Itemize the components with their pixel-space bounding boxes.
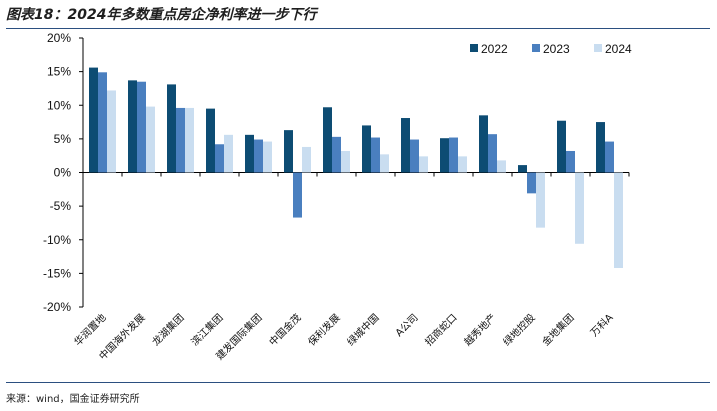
bar-2022-1	[89, 67, 98, 173]
bar-2024-8	[380, 154, 389, 173]
bar-2024-7	[341, 150, 350, 173]
category-label: 龙湖集团	[149, 311, 186, 348]
y-tick-label: -15%	[43, 266, 71, 280]
bar-2023-9	[410, 139, 419, 173]
y-tick-label: 0%	[54, 166, 72, 180]
bar-2022-14	[596, 122, 605, 173]
title-rule	[6, 28, 710, 29]
bar-2022-10	[440, 138, 449, 173]
legend-swatch-2022	[470, 44, 478, 52]
source-rule	[6, 382, 710, 383]
category-label: 绿地控股	[500, 311, 537, 348]
bar-2023-6	[293, 172, 302, 218]
bar-2024-12	[536, 172, 545, 228]
category-label: 滨江集团	[188, 311, 225, 348]
bar-2024-2	[146, 106, 155, 173]
bar-2023-10	[449, 137, 458, 173]
bar-2022-9	[401, 118, 410, 173]
y-tick-label: 5%	[54, 132, 72, 146]
y-tick-label: -10%	[43, 233, 71, 247]
chart-bars	[89, 67, 623, 268]
bar-2023-13	[566, 150, 575, 173]
bar-2023-3	[176, 107, 185, 173]
bar-2024-6	[302, 146, 311, 173]
source-note: 来源：wind，国金证券研究所	[6, 394, 140, 405]
bar-2024-3	[185, 107, 194, 173]
bar-2024-4	[224, 134, 233, 173]
bar-2023-5	[254, 139, 263, 173]
bar-2023-8	[371, 137, 380, 173]
category-label: 招商蛇口	[422, 311, 459, 348]
bar-2024-1	[107, 90, 116, 173]
bar-2022-7	[323, 107, 332, 173]
legend-swatch-2024	[594, 44, 602, 52]
category-label: 万科A	[587, 311, 615, 339]
bar-2023-14	[605, 141, 614, 173]
bar-2022-6	[284, 130, 293, 173]
bar-2023-2	[137, 81, 146, 173]
y-tick-label: 15%	[47, 65, 71, 79]
legend-label-2022: 2022	[481, 42, 508, 56]
bar-2023-12	[527, 172, 536, 194]
category-label: A公司	[394, 312, 421, 339]
category-label: 越秀地产	[461, 311, 498, 348]
bar-2022-5	[245, 134, 254, 173]
chart-legend: 2022 2023 2024	[470, 42, 632, 56]
bar-2024-13	[575, 172, 584, 244]
bar-2023-11	[488, 134, 497, 173]
figure-title: 图表18：2024年多数重点房企净利率进一步下行	[6, 7, 317, 23]
bar-2023-1	[98, 72, 107, 173]
bar-2022-2	[128, 80, 137, 173]
bar-2022-3	[167, 84, 176, 173]
bar-2022-8	[362, 125, 371, 173]
legend-label-2023: 2023	[543, 42, 570, 56]
bar-2023-4	[215, 144, 224, 173]
category-label: 保利发展	[305, 311, 342, 348]
y-tick-label: -20%	[43, 300, 71, 314]
category-label: 绿城中国	[344, 311, 381, 348]
legend-swatch-2023	[532, 44, 540, 52]
bar-2022-13	[557, 120, 566, 173]
bar-2022-4	[206, 108, 215, 173]
bar-2024-5	[263, 141, 272, 173]
bar-2024-14	[614, 172, 623, 268]
bar-2024-10	[458, 156, 467, 173]
bar-2022-12	[518, 165, 527, 173]
legend-label-2024: 2024	[605, 42, 632, 56]
category-label: 华润置地	[71, 311, 108, 348]
y-tick-label: 10%	[47, 98, 71, 112]
category-label: 金地集团	[539, 311, 576, 348]
y-tick-label: 20%	[47, 31, 71, 45]
bar-2024-11	[497, 160, 506, 173]
bar-2023-7	[332, 136, 341, 173]
category-label: 中国金茂	[266, 311, 303, 348]
y-tick-label: -5%	[50, 199, 72, 213]
bar-2024-9	[419, 156, 428, 173]
bar-2022-11	[479, 115, 488, 173]
